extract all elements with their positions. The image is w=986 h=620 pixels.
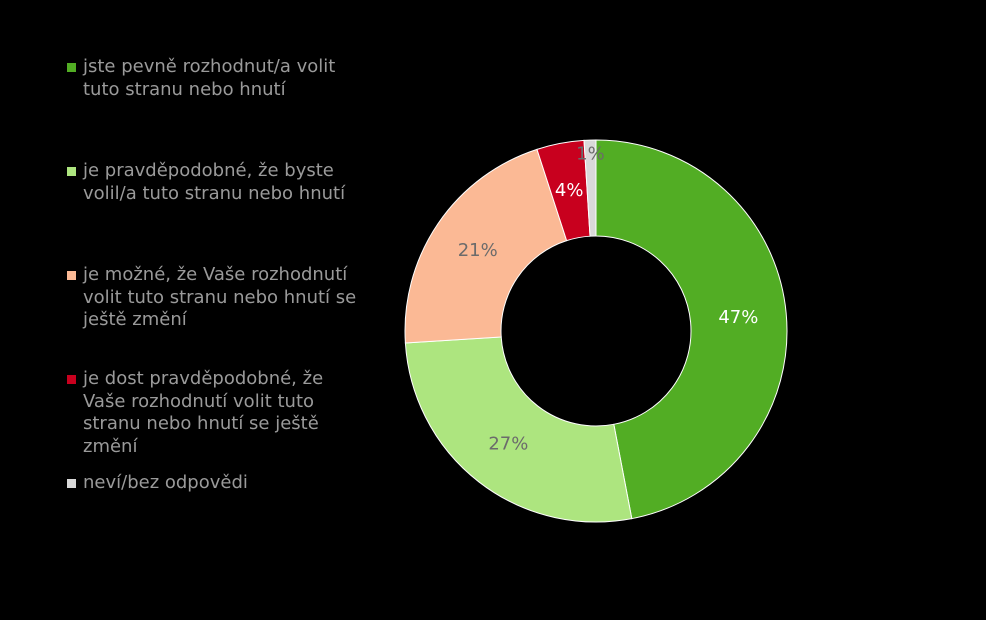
- legend-label: je dost pravděpodobné, že Vaše rozhodnut…: [83, 368, 324, 457]
- legend-swatch: [67, 271, 76, 280]
- legend-label: je možné, že Vaše rozhodnutí volit tuto …: [83, 264, 357, 330]
- legend-swatch: [67, 479, 76, 488]
- slice-value-label: 27%: [488, 433, 528, 454]
- donut-slice: [404, 336, 633, 523]
- legend-label: jste pevně rozhodnut/a volit tuto stranu…: [83, 56, 336, 100]
- slice-value-label: 47%: [718, 307, 758, 328]
- chart-legend: jste pevně rozhodnut/a volit tuto stranu…: [64, 56, 384, 516]
- donut-slice: [404, 148, 568, 344]
- slice-value-label: 21%: [458, 240, 498, 261]
- slice-value-label: 1%: [576, 144, 605, 165]
- legend-label: neví/bez odpovědi: [83, 472, 248, 493]
- donut-slice: [595, 139, 788, 520]
- legend-swatch: [67, 375, 76, 384]
- legend-swatch: [67, 167, 76, 176]
- donut-slice: [583, 139, 597, 237]
- slice-value-label: 4%: [555, 180, 584, 201]
- legend-label: je pravděpodobné, že byste volil/a tuto …: [83, 160, 346, 204]
- legend-swatch: [67, 63, 76, 72]
